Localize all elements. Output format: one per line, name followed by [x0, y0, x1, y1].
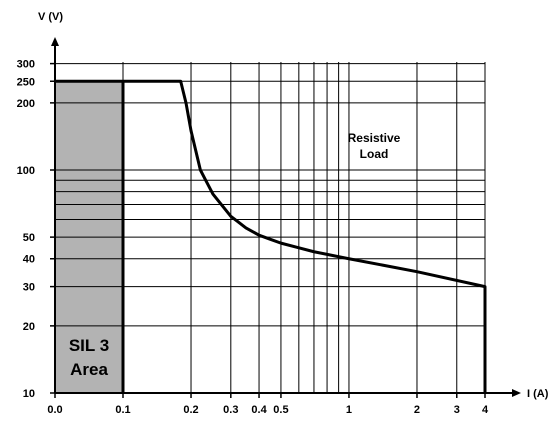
x-axis-title: I (A)	[527, 388, 549, 400]
y-tick-label: 10	[23, 388, 35, 400]
y-axis-arrow	[51, 37, 59, 46]
x-tick-label: 0.4	[251, 404, 267, 416]
x-tick-label: 3	[454, 404, 460, 416]
resistive-load-label: Load	[360, 147, 389, 161]
y-tick-label: 200	[17, 98, 35, 110]
x-tick-label: 2	[414, 404, 420, 416]
label-layer: 10 20 30 40 50 100 200 250 300 0.0 0.1 0.2 0.3 0.4 0.5…	[17, 11, 549, 416]
resistive-load-label: Resistive	[348, 131, 401, 145]
y-tick-label: 20	[23, 321, 35, 333]
x-axis-arrow	[512, 389, 521, 397]
x-tick-label: 1	[346, 404, 352, 416]
sil3-area-label: SIL 3	[69, 336, 109, 355]
x-tick-label: 4	[482, 404, 489, 416]
x-tick-label: 0.5	[273, 404, 288, 416]
y-tick-label: 300	[17, 59, 35, 71]
y-tick-label: 50	[23, 232, 35, 244]
x-tick-label: 0.2	[183, 404, 198, 416]
x-tick-label: 0.3	[223, 404, 238, 416]
y-tick-label: 250	[17, 76, 35, 88]
axes-layer	[50, 37, 521, 398]
series-layer	[55, 79, 487, 393]
y-tick-label: 40	[23, 254, 35, 266]
sil3-area-label: Area	[70, 360, 108, 379]
y-axis-title: V (V)	[38, 11, 63, 23]
x-tick-label: 0.1	[115, 404, 130, 416]
x-tick-label: 0.0	[47, 404, 62, 416]
y-tick-label: 100	[17, 165, 35, 177]
limit-curve	[55, 79, 487, 393]
y-tick-label: 30	[23, 282, 35, 294]
